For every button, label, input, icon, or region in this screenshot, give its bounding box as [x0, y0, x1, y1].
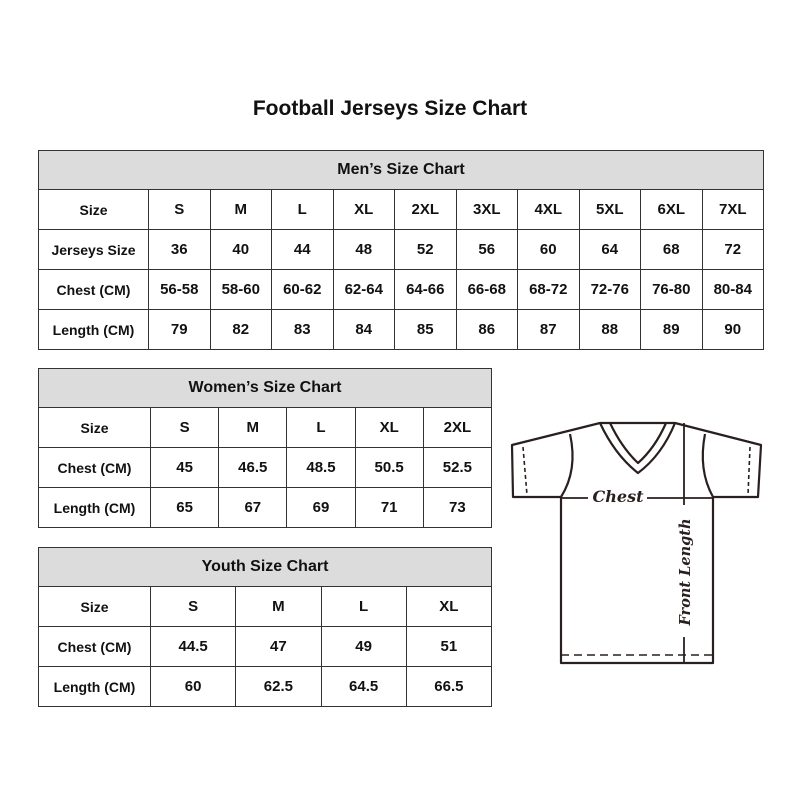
table-cell: 2XL — [394, 189, 457, 230]
table-cell: S — [149, 586, 237, 627]
row-label: Size — [38, 586, 151, 627]
table-cell: 58-60 — [209, 269, 272, 310]
table-row: Length (CM) 79 82 83 84 85 86 87 88 89 90 — [38, 309, 764, 350]
table-cell: 68 — [640, 229, 703, 270]
table-cell: 51 — [405, 626, 493, 667]
table-row: Jerseys Size 36 40 44 48 52 56 60 64 68 72 — [38, 229, 764, 270]
table-cell: 66-68 — [455, 269, 518, 310]
table-row: Size S M L XL 2XL — [38, 407, 493, 448]
womens-size-table: Women’s Size Chart Size S M L XL 2XL Chest (CM)… — [38, 368, 493, 528]
table-cell: 72-76 — [578, 269, 641, 310]
table-cell: 56-58 — [148, 269, 211, 310]
table-cell: 46.5 — [218, 447, 288, 488]
table-cell: 67 — [218, 487, 288, 528]
table-row: Chest (CM) 45 46.5 48.5 50.5 52.5 — [38, 447, 493, 488]
row-label: Size — [38, 189, 149, 230]
table-cell: 60-62 — [271, 269, 334, 310]
row-label: Length (CM) — [38, 487, 151, 528]
table-row: Chest (CM) 44.5 47 49 51 — [38, 626, 493, 667]
table-cell: 2XL — [422, 407, 493, 448]
table-cell: 69 — [286, 487, 356, 528]
table-cell: M — [209, 189, 272, 230]
table-cell: L — [271, 189, 334, 230]
table-cell: 44.5 — [149, 626, 237, 667]
table-cell: 83 — [271, 309, 334, 350]
table-cell: 47 — [235, 626, 322, 667]
row-label: Jerseys Size — [38, 229, 149, 270]
table-cell: XL — [405, 586, 493, 627]
row-label: Chest (CM) — [38, 269, 149, 310]
table-cell: 62.5 — [235, 666, 322, 707]
table-cell: 52.5 — [422, 447, 493, 488]
table-row: Length (CM) 60 62.5 64.5 66.5 — [38, 666, 493, 707]
table-cell: 86 — [455, 309, 518, 350]
table-cell: 65 — [149, 487, 220, 528]
table-cell: M — [235, 586, 322, 627]
front-length-label: Front Length — [677, 519, 694, 627]
table-cell: S — [148, 189, 211, 230]
table-cell: 71 — [354, 487, 424, 528]
table-cell: 52 — [394, 229, 457, 270]
table-cell: 56 — [455, 229, 518, 270]
table-cell: 76-80 — [640, 269, 703, 310]
table-cell: 79 — [148, 309, 211, 350]
mens-size-table: Men’s Size Chart Size S M L XL 2XL 3XL 4XL 5XL 6XL… — [38, 150, 764, 350]
table-cell: 72 — [701, 229, 764, 270]
table-cell: 48.5 — [286, 447, 356, 488]
table-row: Length (CM) 65 67 69 71 73 — [38, 487, 493, 528]
table-cell: XL — [332, 189, 395, 230]
table-row: Size S M L XL 2XL 3XL 4XL 5XL 6XL 7XL — [38, 189, 764, 230]
jersey-outline — [510, 421, 763, 665]
table-cell: L — [286, 407, 356, 448]
table-cell: 64 — [578, 229, 641, 270]
table-cell: 82 — [209, 309, 272, 350]
table-cell: 49 — [320, 626, 407, 667]
table-cell: 40 — [209, 229, 272, 270]
table-cell: S — [149, 407, 220, 448]
table-cell: 80-84 — [701, 269, 764, 310]
table-cell: 7XL — [701, 189, 764, 230]
row-label: Length (CM) — [38, 666, 151, 707]
table-row: Size S M L XL — [38, 586, 493, 627]
table-cell: 44 — [271, 229, 334, 270]
table-cell: 68-72 — [517, 269, 580, 310]
youth-size-table: Youth Size Chart Size S M L XL Chest (CM) 44.5 4… — [38, 547, 493, 707]
table-cell: 50.5 — [354, 447, 424, 488]
table-cell: 64.5 — [320, 666, 407, 707]
table-cell: 4XL — [517, 189, 580, 230]
table-cell: 60 — [517, 229, 580, 270]
row-label: Chest (CM) — [38, 447, 151, 488]
table-heading: Youth Size Chart — [38, 547, 492, 587]
table-cell: 66.5 — [405, 666, 493, 707]
table-row: Chest (CM) 56-58 58-60 60-62 62-64 64-66 66-68… — [38, 269, 764, 310]
row-label: Chest (CM) — [38, 626, 151, 667]
table-cell: 6XL — [640, 189, 703, 230]
jersey-diagram: Chest Front Length — [510, 421, 763, 665]
table-heading: Women’s Size Chart — [38, 368, 492, 408]
table-cell: 64-66 — [394, 269, 457, 310]
row-label: Length (CM) — [38, 309, 149, 350]
table-cell: 88 — [578, 309, 641, 350]
table-cell: 89 — [640, 309, 703, 350]
table-heading: Men’s Size Chart — [38, 150, 764, 190]
chest-label: Chest — [593, 487, 645, 506]
table-cell: 36 — [148, 229, 211, 270]
table-cell: 85 — [394, 309, 457, 350]
table-cell: 62-64 — [332, 269, 395, 310]
table-cell: 45 — [149, 447, 220, 488]
row-label: Size — [38, 407, 151, 448]
table-cell: 3XL — [455, 189, 518, 230]
table-cell: L — [320, 586, 407, 627]
table-cell: 73 — [422, 487, 493, 528]
table-cell: 84 — [332, 309, 395, 350]
table-cell: 87 — [517, 309, 580, 350]
page-title: Football Jerseys Size Chart — [252, 97, 528, 120]
table-cell: XL — [354, 407, 424, 448]
jersey-collar — [598, 421, 677, 475]
table-cell: M — [218, 407, 288, 448]
table-cell: 5XL — [578, 189, 641, 230]
table-cell: 90 — [701, 309, 764, 350]
table-cell: 60 — [149, 666, 237, 707]
table-cell: 48 — [332, 229, 395, 270]
